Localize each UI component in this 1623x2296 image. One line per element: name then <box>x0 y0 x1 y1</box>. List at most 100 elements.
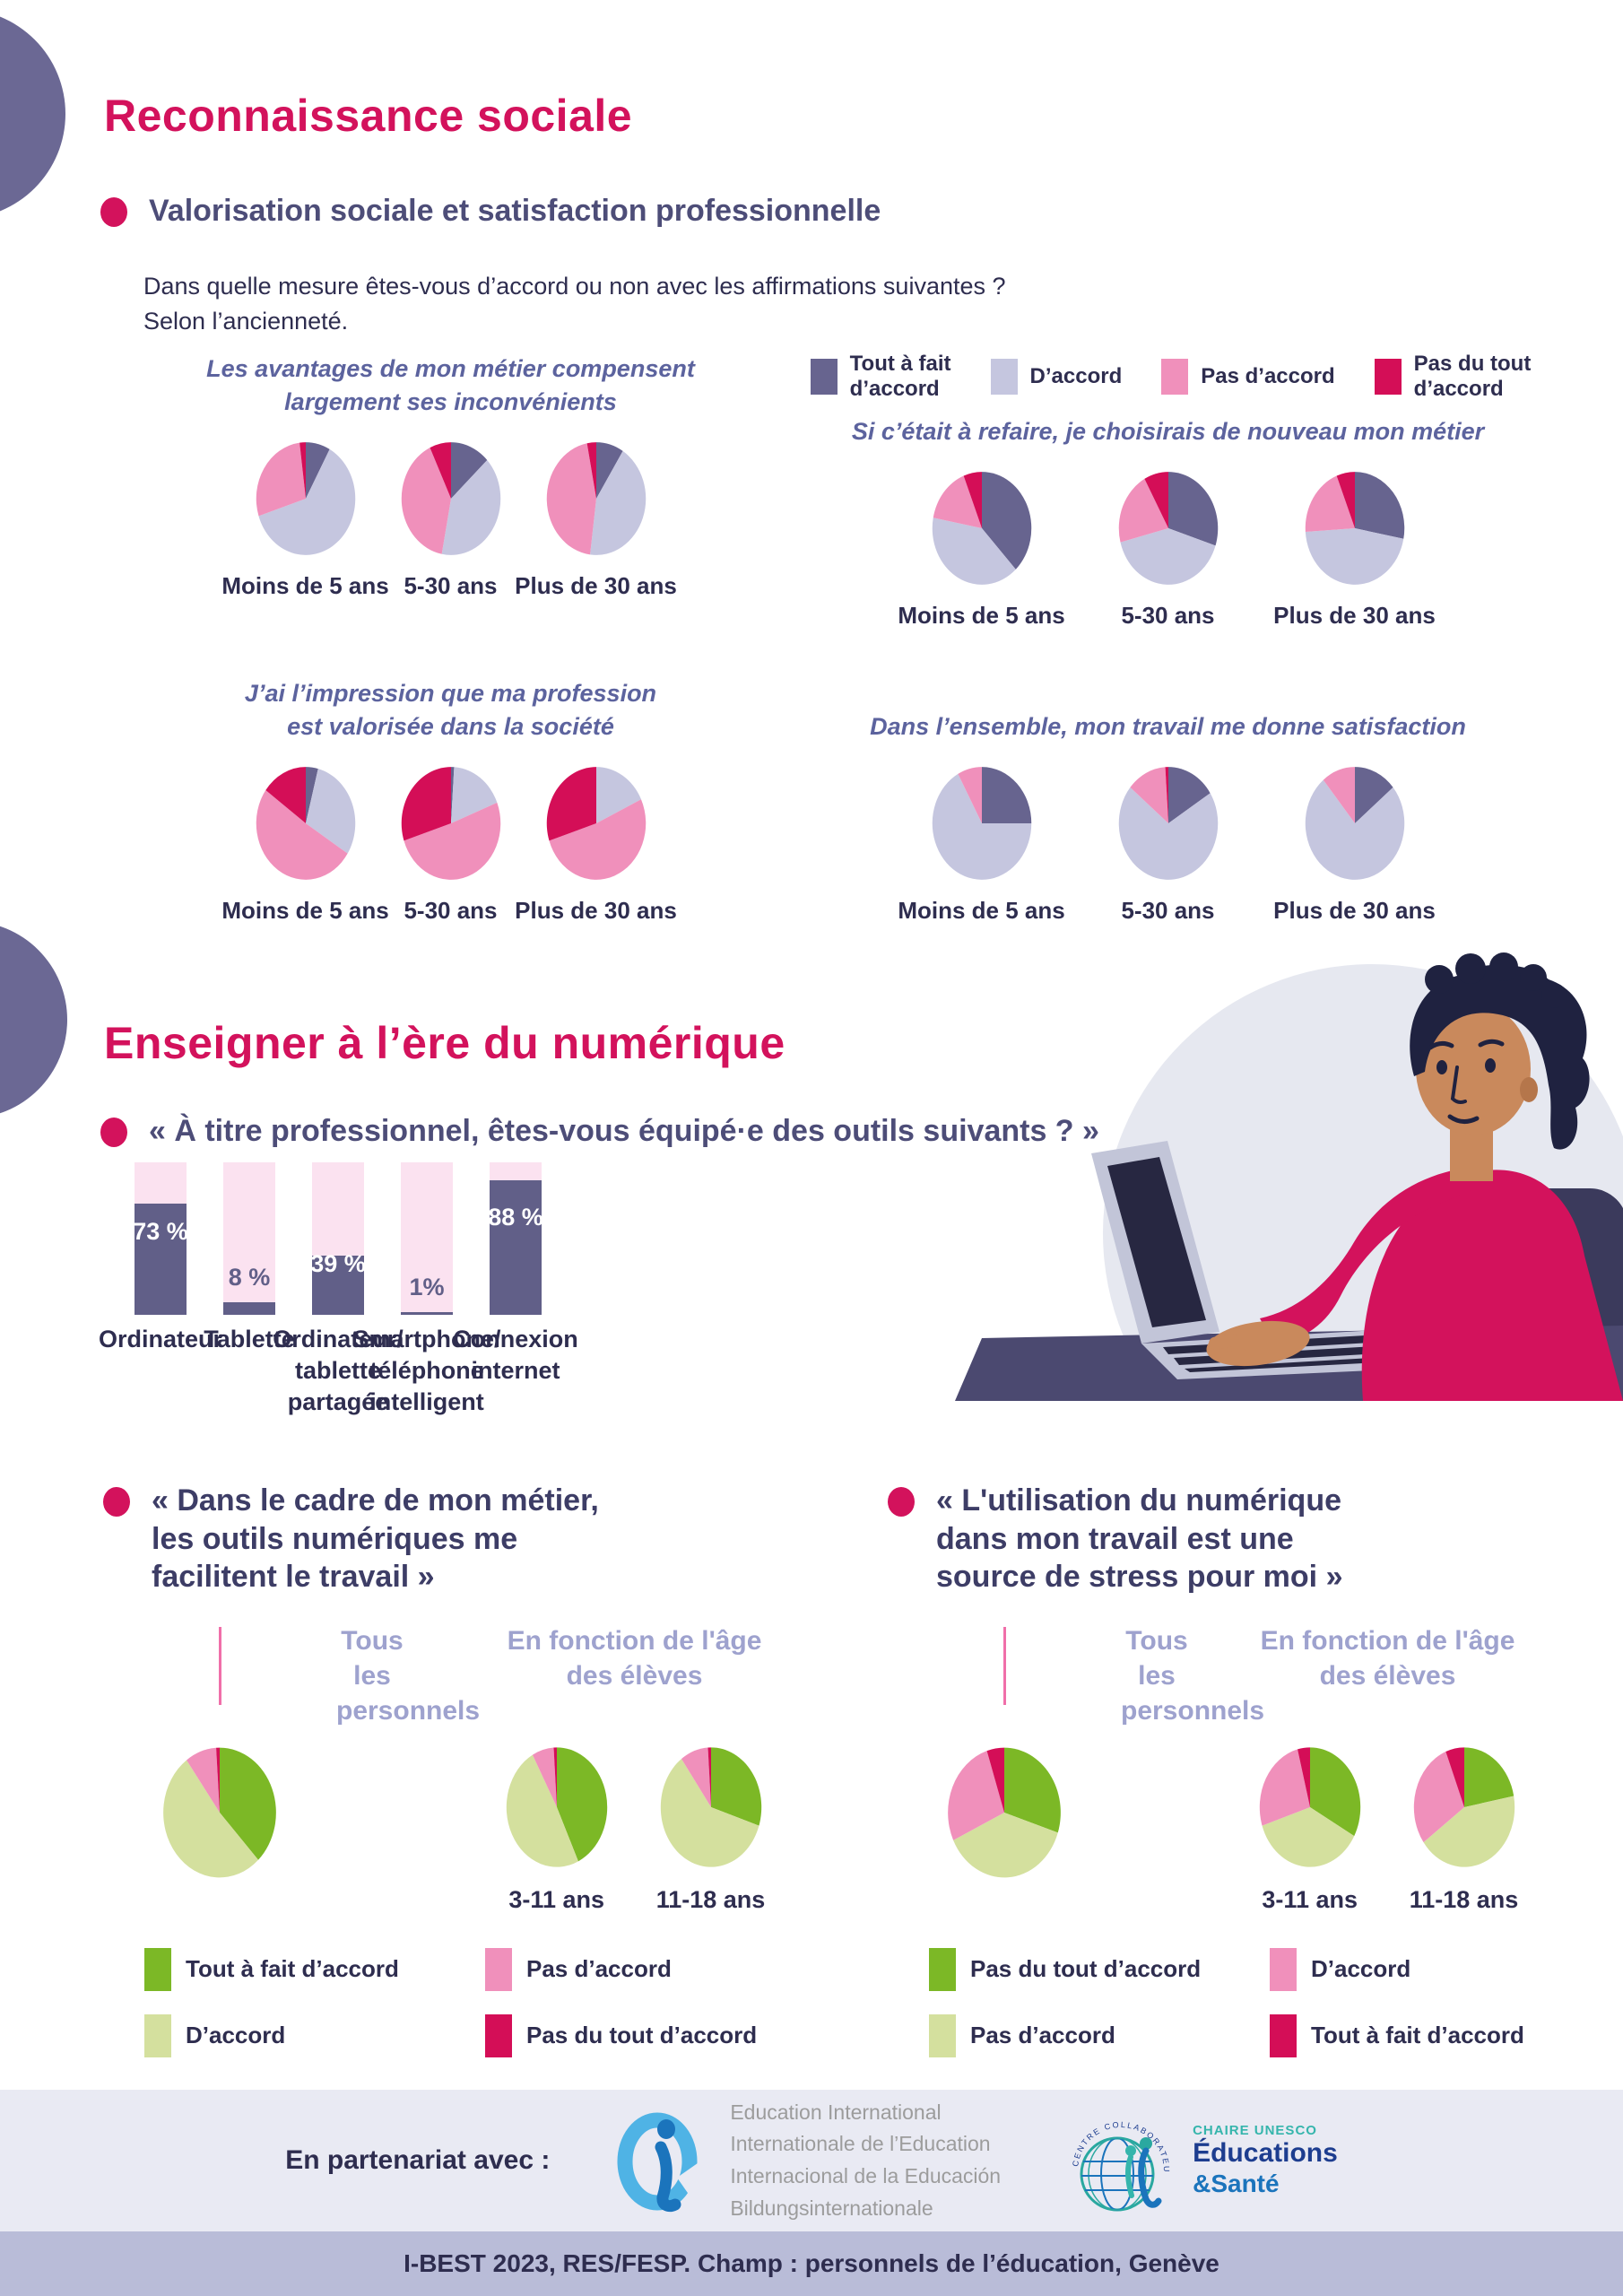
age-pies: 3-11 ans 11-18 ans <box>1193 1744 1583 1914</box>
pie-chart-impression-moins5 <box>256 767 355 881</box>
pie-label: Plus de 30 ans <box>515 897 677 925</box>
pie-col: Moins de 5 ans <box>221 439 389 600</box>
legend-label: Pas d’accord <box>1201 363 1335 388</box>
age-pies: 3-11 ans 11-18 ans <box>408 1744 861 1914</box>
legend-swatch <box>810 358 838 395</box>
question-heading-label: « Dans le cadre de mon métier, les outil… <box>152 1483 599 1594</box>
bar-track: 88 % <box>488 1162 543 1315</box>
digital-questions: « Dans le cadre de mon métier, les outil… <box>103 1482 1583 2057</box>
pie-col: Moins de 5 ans <box>898 469 1065 630</box>
bar-label: Tablette <box>204 1326 295 1352</box>
unesco-chair-logo: CENTRE COLLABORATEUR UMS CHAIRE UNESCO É… <box>1065 2100 1338 2221</box>
bar-track: 39 % <box>310 1162 366 1315</box>
legend-label: Pas du tout d’accord <box>526 2022 758 2048</box>
pie-group-ensemble: Dans l’ensemble, mon travail me donne sa… <box>798 676 1538 925</box>
pie-col: 3-11 ans <box>1257 1744 1363 1914</box>
equip-question-label: « À titre professionnel, êtes-vous équip… <box>149 1114 1099 1148</box>
pie-label: Moins de 5 ans <box>898 602 1065 630</box>
legend-label: Tout à fait d’accord <box>1311 2022 1524 2048</box>
section1-title: Reconnaissance sociale <box>104 90 633 141</box>
pie-chart-avantages-5-30 <box>401 442 500 555</box>
question-legend: Pas du tout d’accord D’accord Pas d’acco… <box>929 1947 1583 2057</box>
pie-group-title: Les avantages de mon métier compensent l… <box>206 355 695 415</box>
pie-label: Moins de 5 ans <box>221 897 389 925</box>
legend-swatch <box>1270 2013 1297 2057</box>
pie-chart-ensemble-moins5 <box>932 767 1031 881</box>
legend-swatch <box>929 1947 956 1991</box>
legend-swatch <box>1161 358 1189 395</box>
bar-tablette: 8 % Tablette <box>204 1162 295 1352</box>
bar-value: 39 % <box>310 1249 366 1277</box>
pie-label: Plus de 30 ans <box>1273 897 1436 925</box>
bar-ordinateur-tablette-partagee: 39 % Ordinateur/ tablette partagée <box>273 1162 404 1415</box>
corner-circle-decoration <box>0 921 67 1118</box>
pie-col: 11-18 ans <box>1409 1744 1519 1914</box>
legend-label: Pas du tout d’accord <box>970 1955 1202 1982</box>
legend-label: D’accord <box>186 2022 286 2048</box>
pie-label: Plus de 30 ans <box>1273 602 1436 630</box>
bar-smartphone: 1% Smartphone/ téléphone intelligent <box>352 1162 501 1415</box>
bar-ordinateur: 73 % Ordinateur <box>99 1162 222 1352</box>
pie-chart-facilitent-11-18 <box>660 1746 761 1867</box>
bar-fill <box>223 1302 275 1315</box>
pie-col: 3-11 ans <box>504 1744 610 1914</box>
question-columns: Tous les personnels En fonction de l'âge… <box>888 1623 1583 1914</box>
legend-item: Pas d’accord <box>1161 358 1335 395</box>
bullet-icon <box>103 1487 130 1517</box>
bar-track: 8 % <box>223 1162 275 1315</box>
legend-item: Pas du tout d’accord <box>1374 352 1532 401</box>
corner-circle-decoration <box>0 9 65 219</box>
legend-swatch <box>1270 1947 1297 1991</box>
pie-col <box>888 1744 1121 1914</box>
pie-chart-facilitent-3-11 <box>506 1746 607 1867</box>
bullet-icon <box>100 197 127 227</box>
pie-col: Moins de 5 ans <box>898 764 1065 925</box>
ei-line: Internationale de l’Education <box>730 2132 991 2156</box>
bar-fill <box>312 1255 364 1315</box>
question-block-stress: « L'utilisation du numérique dans mon tr… <box>861 1482 1583 2057</box>
pie-col: 5-30 ans <box>384 439 518 600</box>
education-international-logo: Education International Internationale d… <box>614 2097 1001 2225</box>
pie-col: 5-30 ans <box>1101 764 1236 925</box>
section1-subheading: Valorisation sociale et satisfaction pro… <box>100 192 881 231</box>
pie-label: 11-18 ans <box>655 1885 766 1913</box>
pie-chart-refaire-moins5 <box>932 472 1031 586</box>
legend-swatch <box>144 1947 171 1991</box>
legend-label: Pas du tout d’accord <box>1413 352 1532 401</box>
legend-label: Tout à fait d’accord <box>186 1955 399 1982</box>
section2-title: Enseigner à l’ère du numérique <box>104 1017 785 1068</box>
bar-label: Ordinateur/ tablette partagée <box>273 1326 404 1416</box>
ei-line: Internacional de la Educación <box>730 2164 1002 2187</box>
pie-col <box>103 1744 336 1914</box>
pie-col: Moins de 5 ans <box>221 764 389 925</box>
bar-fill <box>135 1203 187 1315</box>
ei-line: Bildungsinternationale <box>730 2196 933 2220</box>
section1-legend: Tout à fait d’accord D’accord Pas d’acco… <box>810 352 1532 401</box>
pie-col: 5-30 ans <box>384 764 518 925</box>
legend-item: Pas du tout d’accord <box>929 1947 1225 1991</box>
bullet-icon <box>100 1118 127 1147</box>
pie-label: 3-11 ans <box>1262 1885 1358 1913</box>
pie-chart-refaire-plus30 <box>1305 472 1404 586</box>
legend-item: Pas d’accord <box>485 1947 861 1991</box>
question-heading-label: « L'utilisation du numérique dans mon tr… <box>936 1483 1343 1594</box>
pie-chart-impression-plus30 <box>546 767 646 881</box>
vertical-divider <box>218 1626 221 1705</box>
pie-chart-impression-5-30 <box>401 767 500 881</box>
legend-item: Pas du tout d’accord <box>485 2013 861 2057</box>
bar-connexion-internet: 88 % Connexion internet <box>453 1162 578 1384</box>
vertical-divider <box>1002 1626 1006 1705</box>
pie-label: 3-11 ans <box>508 1885 604 1913</box>
question-legend: Tout à fait d’accord Pas d’accord D’acco… <box>144 1947 861 2057</box>
bar-fill <box>490 1180 542 1315</box>
pie-chart-avantages-plus30 <box>546 442 646 555</box>
ei-line: Education International <box>730 2100 942 2124</box>
legend-item: D’accord <box>990 358 1122 395</box>
col-label-age-eleves: En fonction de l'âge des élèves <box>1260 1625 1515 1691</box>
col-label-tous-personnels: Tous les personnels <box>336 1625 481 1726</box>
pie-label: 11-18 ans <box>1409 1885 1519 1913</box>
legend-label: Tout à fait d’accord <box>849 352 951 401</box>
education-international-icon <box>617 2112 709 2213</box>
pie-col: Plus de 30 ans <box>1273 764 1436 925</box>
